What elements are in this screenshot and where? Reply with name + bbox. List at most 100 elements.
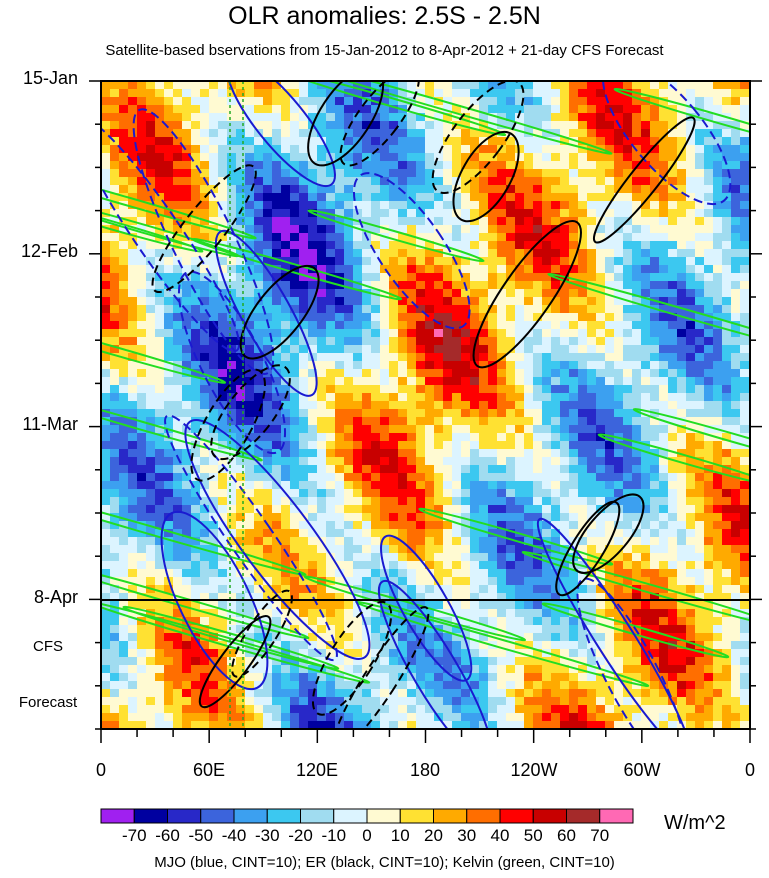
heatmap-cell: [380, 441, 390, 450]
heatmap-cell: [416, 329, 426, 338]
heatmap-cell: [137, 529, 147, 538]
heatmap-cell: [218, 577, 228, 586]
heatmap-cell: [497, 337, 507, 346]
heatmap-cell: [317, 385, 327, 394]
heatmap-cell: [407, 473, 417, 482]
heatmap-cell: [578, 305, 588, 314]
heatmap-cell: [362, 297, 372, 306]
heatmap-cell: [506, 145, 516, 154]
heatmap-cell: [524, 377, 534, 386]
heatmap-cell: [371, 561, 381, 570]
heatmap-cell: [416, 513, 426, 522]
heatmap-cell: [317, 89, 327, 98]
heatmap-cell: [371, 105, 381, 114]
heatmap-cell: [101, 505, 111, 514]
heatmap-cell: [425, 89, 435, 98]
heatmap-cell: [650, 137, 660, 146]
heatmap-cell: [164, 193, 174, 202]
heatmap-cell: [191, 377, 201, 386]
heatmap-cell: [353, 233, 363, 242]
heatmap-cell: [362, 385, 372, 394]
heatmap-cell: [146, 249, 156, 258]
heatmap-cell: [236, 177, 246, 186]
heatmap-cell: [542, 505, 552, 514]
heatmap-cell: [317, 153, 327, 162]
heatmap-cell: [308, 585, 318, 594]
heatmap-cell: [434, 385, 444, 394]
heatmap-cell: [146, 393, 156, 402]
heatmap-cell: [461, 337, 471, 346]
heatmap-cell: [155, 537, 165, 546]
heatmap-cell: [470, 209, 480, 218]
heatmap-cell: [533, 89, 543, 98]
heatmap-cell: [326, 145, 336, 154]
heatmap-cell: [137, 393, 147, 402]
heatmap-cell: [128, 201, 138, 210]
heatmap-cell: [218, 265, 228, 274]
heatmap-cell: [731, 81, 741, 90]
heatmap-cell: [713, 313, 723, 322]
heatmap-cell: [731, 481, 741, 490]
heatmap-cell: [335, 241, 345, 250]
heatmap-cell: [713, 345, 723, 354]
heatmap-cell: [245, 129, 255, 138]
heatmap-cell: [191, 89, 201, 98]
heatmap-cell: [227, 617, 237, 626]
heatmap-cell: [497, 313, 507, 322]
heatmap-cell: [362, 161, 372, 170]
heatmap-cell: [434, 441, 444, 450]
heatmap-cell: [713, 321, 723, 330]
heatmap-cell: [263, 617, 273, 626]
heatmap-cell: [218, 561, 228, 570]
heatmap-cell: [632, 81, 642, 90]
heatmap-cell: [686, 585, 696, 594]
heatmap-cell: [128, 513, 138, 522]
heatmap-cell: [695, 329, 705, 338]
heatmap-cell: [227, 361, 237, 370]
heatmap-cell: [371, 393, 381, 402]
heatmap-cell: [272, 377, 282, 386]
heatmap-cell: [236, 457, 246, 466]
heatmap-cell: [506, 233, 516, 242]
heatmap-cell: [137, 473, 147, 482]
heatmap-cell: [668, 561, 678, 570]
heatmap-cell: [686, 217, 696, 226]
heatmap-cell: [380, 321, 390, 330]
heatmap-cell: [731, 425, 741, 434]
heatmap-cell: [722, 353, 732, 362]
heatmap-cell: [299, 289, 309, 298]
heatmap-cell: [353, 609, 363, 618]
heatmap-cell: [263, 97, 273, 106]
heatmap-cell: [263, 457, 273, 466]
heatmap-cell: [470, 305, 480, 314]
heatmap-cell: [677, 601, 687, 610]
heatmap-cell: [587, 105, 597, 114]
heatmap-cell: [461, 313, 471, 322]
heatmap-cell: [506, 569, 516, 578]
heatmap-cell: [335, 209, 345, 218]
heatmap-cell: [407, 113, 417, 122]
heatmap-cell: [659, 193, 669, 202]
heatmap-cell: [380, 193, 390, 202]
heatmap-cell: [245, 425, 255, 434]
heatmap-cell: [191, 121, 201, 130]
heatmap-cell: [641, 529, 651, 538]
heatmap-cell: [272, 585, 282, 594]
heatmap-cell: [128, 545, 138, 554]
heatmap-cell: [443, 401, 453, 410]
heatmap-cell: [596, 489, 606, 498]
heatmap-cell: [173, 353, 183, 362]
heatmap-cell: [155, 337, 165, 346]
heatmap-cell: [200, 593, 210, 602]
heatmap-cell: [587, 481, 597, 490]
heatmap-cell: [488, 393, 498, 402]
heatmap-cell: [272, 617, 282, 626]
heatmap-cell: [614, 545, 624, 554]
heatmap-cell: [695, 217, 705, 226]
heatmap-cell: [533, 289, 543, 298]
heatmap-cell: [173, 105, 183, 114]
heatmap-cell: [452, 577, 462, 586]
heatmap-cell: [470, 161, 480, 170]
heatmap-cell: [452, 289, 462, 298]
heatmap-cell: [245, 209, 255, 218]
